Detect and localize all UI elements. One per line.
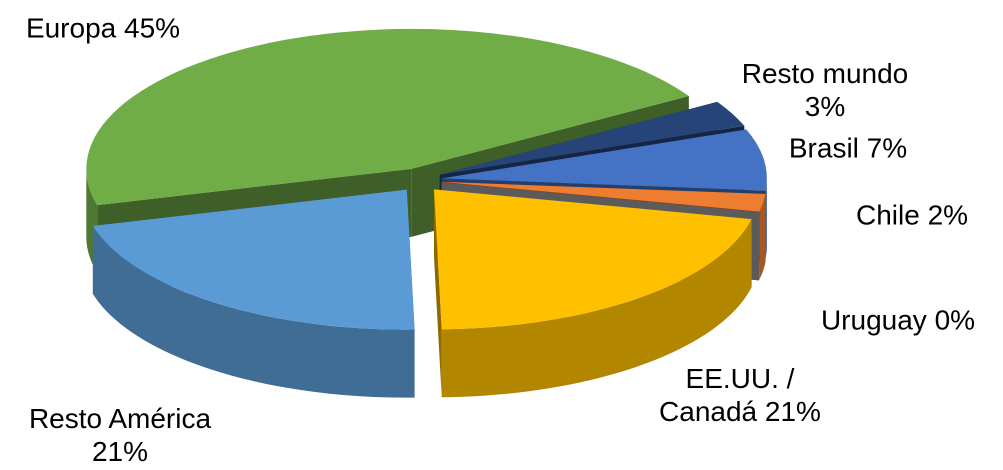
category-name: Resto mundo xyxy=(741,58,909,89)
slice-label: Europa 45% xyxy=(26,12,180,45)
slice-label: Brasil 7% xyxy=(789,132,907,165)
slice-label: Uruguay 0% xyxy=(821,304,975,337)
slice-top xyxy=(92,189,415,330)
value-label: 0% xyxy=(934,304,976,336)
value-label: 7% xyxy=(866,132,908,164)
slice-top xyxy=(86,28,689,206)
slice-label: Chile 2% xyxy=(856,199,968,232)
slice-wall xyxy=(434,189,442,398)
slice-label: Resto mundo 3% xyxy=(735,57,915,123)
slice-top xyxy=(434,189,752,330)
category-name: EE.UU. / Canadá xyxy=(659,363,795,427)
category-name: Brasil xyxy=(788,132,859,164)
slice-label: Resto América 21% xyxy=(5,402,235,468)
value-label: 21% xyxy=(91,436,149,467)
slice xyxy=(92,189,415,398)
slice-side xyxy=(765,178,767,259)
category-name: Uruguay xyxy=(820,304,927,336)
value-label: 2% xyxy=(927,199,969,231)
value-label: 3% xyxy=(804,91,846,122)
slice-top xyxy=(439,101,745,175)
value-label: 21% xyxy=(764,396,821,427)
category-name: Europa xyxy=(25,12,117,44)
category-name: Chile xyxy=(855,199,920,231)
slice-side xyxy=(441,219,752,398)
value-label: 45% xyxy=(124,12,181,44)
slice-label: EE.UU. / Canadá 21% xyxy=(655,362,825,428)
slice-side xyxy=(759,194,766,280)
slice-top xyxy=(441,181,766,212)
category-name: Resto América xyxy=(28,403,212,434)
slice-side xyxy=(92,225,415,398)
slice xyxy=(434,189,752,398)
slice-top xyxy=(441,129,767,191)
